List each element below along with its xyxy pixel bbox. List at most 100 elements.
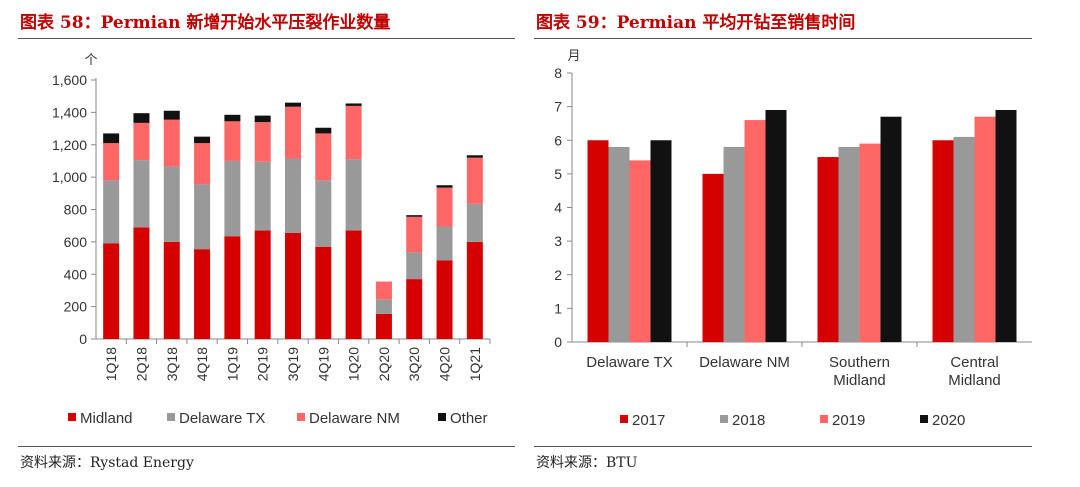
bar-segment-other — [345, 103, 362, 106]
bar-segment-other — [224, 114, 241, 122]
bar-segment-other — [194, 136, 211, 144]
legend-swatch-delaware-nm — [297, 413, 305, 421]
left-x-tick-label: 1Q20 — [346, 347, 362, 381]
bar-segment-delaware-tx — [466, 203, 483, 242]
bar-segment-other — [315, 127, 332, 134]
bar-2020 — [995, 109, 1017, 342]
bar-segment-midland — [315, 246, 332, 339]
right-x-tick-label: Delaware TX — [586, 354, 672, 371]
right-y-tick-label: 6 — [554, 132, 562, 148]
right-x-tick-label: Midland — [948, 372, 1001, 389]
right-y-tick-label: 2 — [554, 267, 562, 283]
left-source-note: 资料来源：Rystad Energy — [20, 455, 194, 471]
right-chart-title: 图表 59：Permian 平均开钻至销售时间 — [536, 13, 856, 33]
left-x-tick-label: 1Q21 — [467, 347, 483, 381]
left-chart-panel: 图表 58：Permian 新增开始水平压裂作业数量 个 0 200 400 600 80… — [0, 0, 515, 487]
bar-segment-delaware-tx — [254, 161, 271, 231]
bar-segment-delaware-tx — [194, 184, 211, 250]
left-source-rule — [18, 446, 515, 447]
left-x-tick-label: 4Q18 — [194, 347, 210, 381]
right-y-tick-label: 8 — [554, 65, 562, 81]
legend-label-other: Other — [450, 410, 488, 427]
bar-segment-other — [406, 215, 423, 217]
right-x-tick-label: Southern — [829, 354, 890, 371]
legend-label-2020: 2020 — [932, 412, 965, 429]
bar-segment-midland — [254, 230, 271, 339]
legend-label-2019: 2019 — [832, 412, 865, 429]
legend-swatch-2019 — [820, 415, 828, 423]
bar-2018 — [953, 136, 975, 342]
bar-segment-midland — [133, 227, 150, 339]
bar-2018 — [838, 146, 860, 342]
bar-segment-delaware-tx — [163, 166, 180, 242]
left-y-tick-label: 1,600 — [52, 72, 87, 88]
bar-2020 — [765, 109, 787, 342]
bar-segment-delaware-tx — [224, 160, 241, 237]
right-y-tick-label: 1 — [554, 300, 562, 316]
bar-segment-delaware-tx — [315, 180, 332, 247]
bar-segment-delaware-nm — [436, 187, 453, 227]
bar-segment-other — [436, 185, 453, 188]
left-x-tick-label: 2Q20 — [376, 347, 392, 381]
legend-label-delaware-tx: Delaware TX — [179, 410, 265, 427]
bar-2017 — [932, 140, 954, 342]
bar-segment-delaware-nm — [194, 143, 211, 185]
left-y-axis-unit: 个 — [84, 52, 97, 67]
bar-segment-midland — [194, 249, 211, 339]
bar-segment-delaware-tx — [406, 252, 423, 280]
left-x-tick-label: 3Q18 — [164, 347, 180, 381]
bar-segment-other — [133, 113, 150, 123]
bar-segment-delaware-nm — [133, 122, 150, 161]
bar-segment-delaware-tx — [375, 299, 392, 314]
left-title-rule — [18, 38, 515, 39]
bar-segment-delaware-nm — [224, 121, 241, 161]
bar-2019 — [629, 160, 651, 342]
bar-2017 — [587, 140, 609, 342]
right-x-tick-label: Midland — [833, 372, 886, 389]
bar-segment-delaware-tx — [133, 160, 150, 228]
bar-segment-delaware-nm — [375, 281, 392, 300]
left-x-tick-label: 1Q19 — [224, 347, 240, 381]
bar-2019 — [974, 116, 996, 343]
left-x-tick-label: 3Q19 — [285, 347, 301, 381]
bar-segment-delaware-nm — [315, 133, 332, 181]
right-y-axis-unit: 月 — [567, 48, 580, 63]
bar-segment-midland — [375, 313, 392, 339]
legend-swatch-other — [438, 413, 446, 421]
bar-segment-other — [163, 110, 180, 120]
bar-segment-delaware-nm — [466, 157, 483, 204]
bar-segment-midland — [345, 230, 362, 339]
left-x-tick-label: 2Q19 — [255, 347, 271, 381]
left-x-tick-label: 1Q18 — [103, 347, 119, 381]
right-y-tick-label: 4 — [554, 200, 562, 216]
legend-label-delaware-nm: Delaware NM — [309, 410, 400, 427]
legend-swatch-2017 — [620, 415, 628, 423]
bar-segment-delaware-nm — [163, 119, 180, 167]
bar-segment-midland — [285, 232, 301, 339]
left-stacked-bar-chart: 个 0 200 400 600 800 1,000 1,200 1,400 1,600 1Q18 2Q… — [52, 52, 491, 427]
bar-2019 — [859, 143, 881, 342]
left-y-tick-label: 1,000 — [52, 169, 87, 185]
left-x-tick-label: 2Q18 — [133, 347, 149, 381]
legend-label-midland: Midland — [80, 410, 133, 427]
bar-segment-delaware-nm — [406, 216, 423, 253]
bar-2018 — [608, 146, 630, 342]
legend-swatch-delaware-tx — [167, 413, 175, 421]
bar-segment-delaware-tx — [103, 180, 120, 244]
bar-2020 — [880, 116, 902, 343]
right-x-tick-label: Delaware NM — [699, 354, 790, 371]
right-y-tick-label: 7 — [554, 99, 562, 115]
left-y-tick-label: 400 — [64, 266, 88, 282]
bar-2017 — [817, 157, 839, 342]
bar-segment-delaware-nm — [345, 105, 362, 160]
bar-2019 — [744, 120, 766, 342]
right-y-tick-label: 5 — [554, 166, 562, 182]
bar-segment-delaware-tx — [285, 158, 301, 233]
bar-segment-delaware-nm — [254, 122, 271, 162]
bar-segment-midland — [224, 236, 241, 339]
left-y-tick-label: 0 — [79, 331, 87, 347]
right-y-tick-label: 3 — [554, 233, 562, 249]
bar-segment-other — [103, 133, 120, 144]
bar-segment-midland — [406, 279, 423, 339]
left-x-tick-label: 3Q20 — [406, 347, 422, 381]
